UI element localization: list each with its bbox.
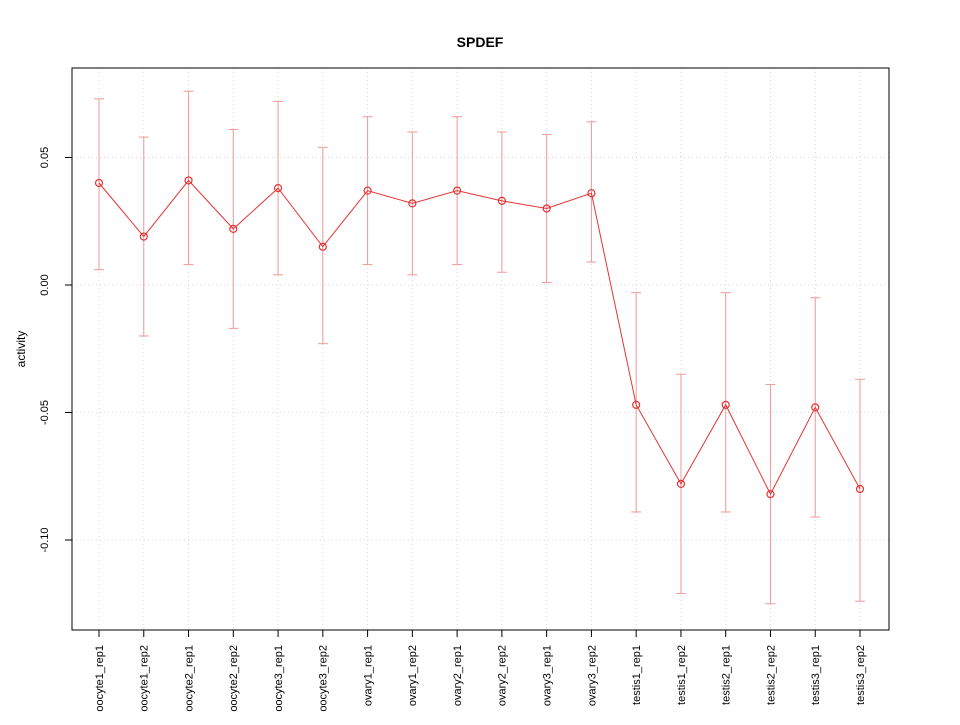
x-tick-label: ovary1_rep1 — [362, 645, 374, 706]
error-bars — [94, 90, 865, 605]
x-tick-label: oocyte1_rep1 — [94, 645, 106, 712]
y-axis-label: activity — [14, 331, 28, 368]
x-axis: oocyte1_rep1 oocyte1_rep2 oocyte2_rep1 oocy… — [94, 630, 867, 712]
y-axis: 0.05 0.00 -0.05 -0.10 — [39, 147, 72, 553]
x-tick-label: ovary2_rep1 — [452, 645, 464, 706]
y-tick-label: -0.10 — [39, 527, 51, 552]
y-tick-label: 0.00 — [39, 274, 51, 295]
x-tick-label: testis3_rep2 — [855, 645, 867, 705]
data-points — [94, 176, 865, 499]
x-tick-label: testis2_rep1 — [721, 645, 733, 705]
y-tick-label: 0.05 — [39, 147, 51, 168]
x-tick-label: oocyte1_rep2 — [139, 645, 151, 712]
x-tick-label: oocyte3_rep1 — [273, 645, 285, 712]
x-tick-label: oocyte2_rep1 — [183, 645, 195, 712]
plot-border — [71, 67, 890, 631]
x-tick-label: testis1_rep2 — [676, 645, 688, 705]
x-tick-label: oocyte2_rep2 — [228, 645, 240, 712]
gridlines — [72, 68, 889, 630]
data-line — [98, 179, 861, 496]
x-tick-label: testis3_rep1 — [810, 645, 822, 705]
x-tick-label: testis1_rep1 — [631, 645, 643, 705]
x-tick-label: ovary1_rep2 — [407, 645, 419, 706]
x-tick-label: ovary3_rep2 — [586, 645, 598, 706]
chart-title: SPDEF — [457, 34, 504, 50]
x-tick-label: ovary2_rep2 — [497, 645, 509, 706]
y-tick-label: -0.05 — [39, 400, 51, 425]
x-tick-label: testis2_rep2 — [765, 645, 777, 705]
x-tick-label: oocyte3_rep2 — [318, 645, 330, 712]
x-tick-label: ovary3_rep1 — [541, 645, 553, 706]
